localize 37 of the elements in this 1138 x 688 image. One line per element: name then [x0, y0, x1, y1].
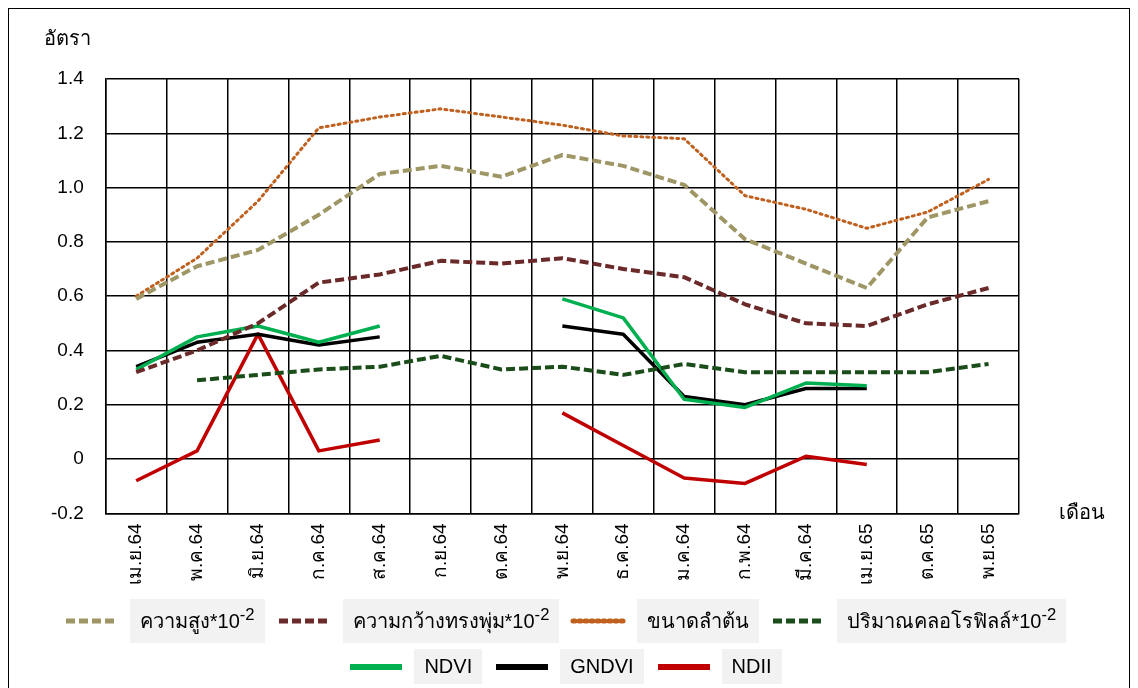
- legend-label: ความกว้างทรงพุ่ม*10$^{-2}$: [342, 599, 560, 643]
- x-tick-label: เม.ย.65: [855, 523, 877, 586]
- legend-label: NDII: [721, 649, 782, 684]
- line-series: [134, 153, 991, 301]
- y-tick-label: 0: [73, 447, 84, 469]
- x-tick-label: ส.ค.64: [367, 522, 389, 581]
- x-tick-label: เม.ย.64: [124, 522, 146, 586]
- x-tick-label: ก.พ.64: [733, 522, 755, 581]
- y-tick-label: 0.2: [57, 392, 84, 414]
- y-tick-label: 0.4: [57, 338, 85, 360]
- x-tick-label: มี.ค.64: [794, 522, 816, 582]
- y-tick-label: 0.6: [57, 284, 84, 306]
- y-tick-label: -0.2: [50, 501, 84, 523]
- x-tick-label: พ.ค.64: [185, 522, 207, 582]
- x-tick-label: ม.ค.64: [672, 522, 694, 582]
- x-tick-label: ก.ค.64: [307, 522, 329, 581]
- y-tick-label: 1.2: [57, 121, 84, 143]
- x-tick-label: ต.ค.65: [915, 523, 937, 581]
- legend-label: ขนาดลำต้น: [637, 599, 760, 643]
- legend-label: ปริมาณคลอโรฟิลล์*10$^{-2}$: [837, 599, 1067, 643]
- line-series: [134, 107, 991, 298]
- x-tick-label: พ.ย.64: [550, 522, 572, 580]
- x-tick-label: ต.ค.64: [489, 522, 511, 581]
- y-axis-title: อัตรา: [43, 26, 91, 49]
- x-axis-title: เดือน: [1059, 500, 1105, 523]
- y-tick-label: 0.8: [57, 230, 84, 252]
- y-tick-label: 1.0: [57, 175, 84, 197]
- legend-label: GNDVI: [560, 649, 644, 684]
- x-tick-label: มิ.ย.64: [246, 522, 268, 580]
- y-tick-label: 1.4: [57, 67, 85, 89]
- legend-label: ความสูง*10$^{-2}$: [129, 599, 265, 643]
- legend-label: NDVI: [414, 649, 483, 684]
- x-tick-label: ธ.ค.64: [611, 522, 633, 581]
- line-series: [134, 256, 991, 375]
- x-tick-label: พ.ย.65: [976, 523, 998, 580]
- x-tick-label: ก.ย.64: [428, 522, 450, 579]
- line-series: [195, 353, 991, 383]
